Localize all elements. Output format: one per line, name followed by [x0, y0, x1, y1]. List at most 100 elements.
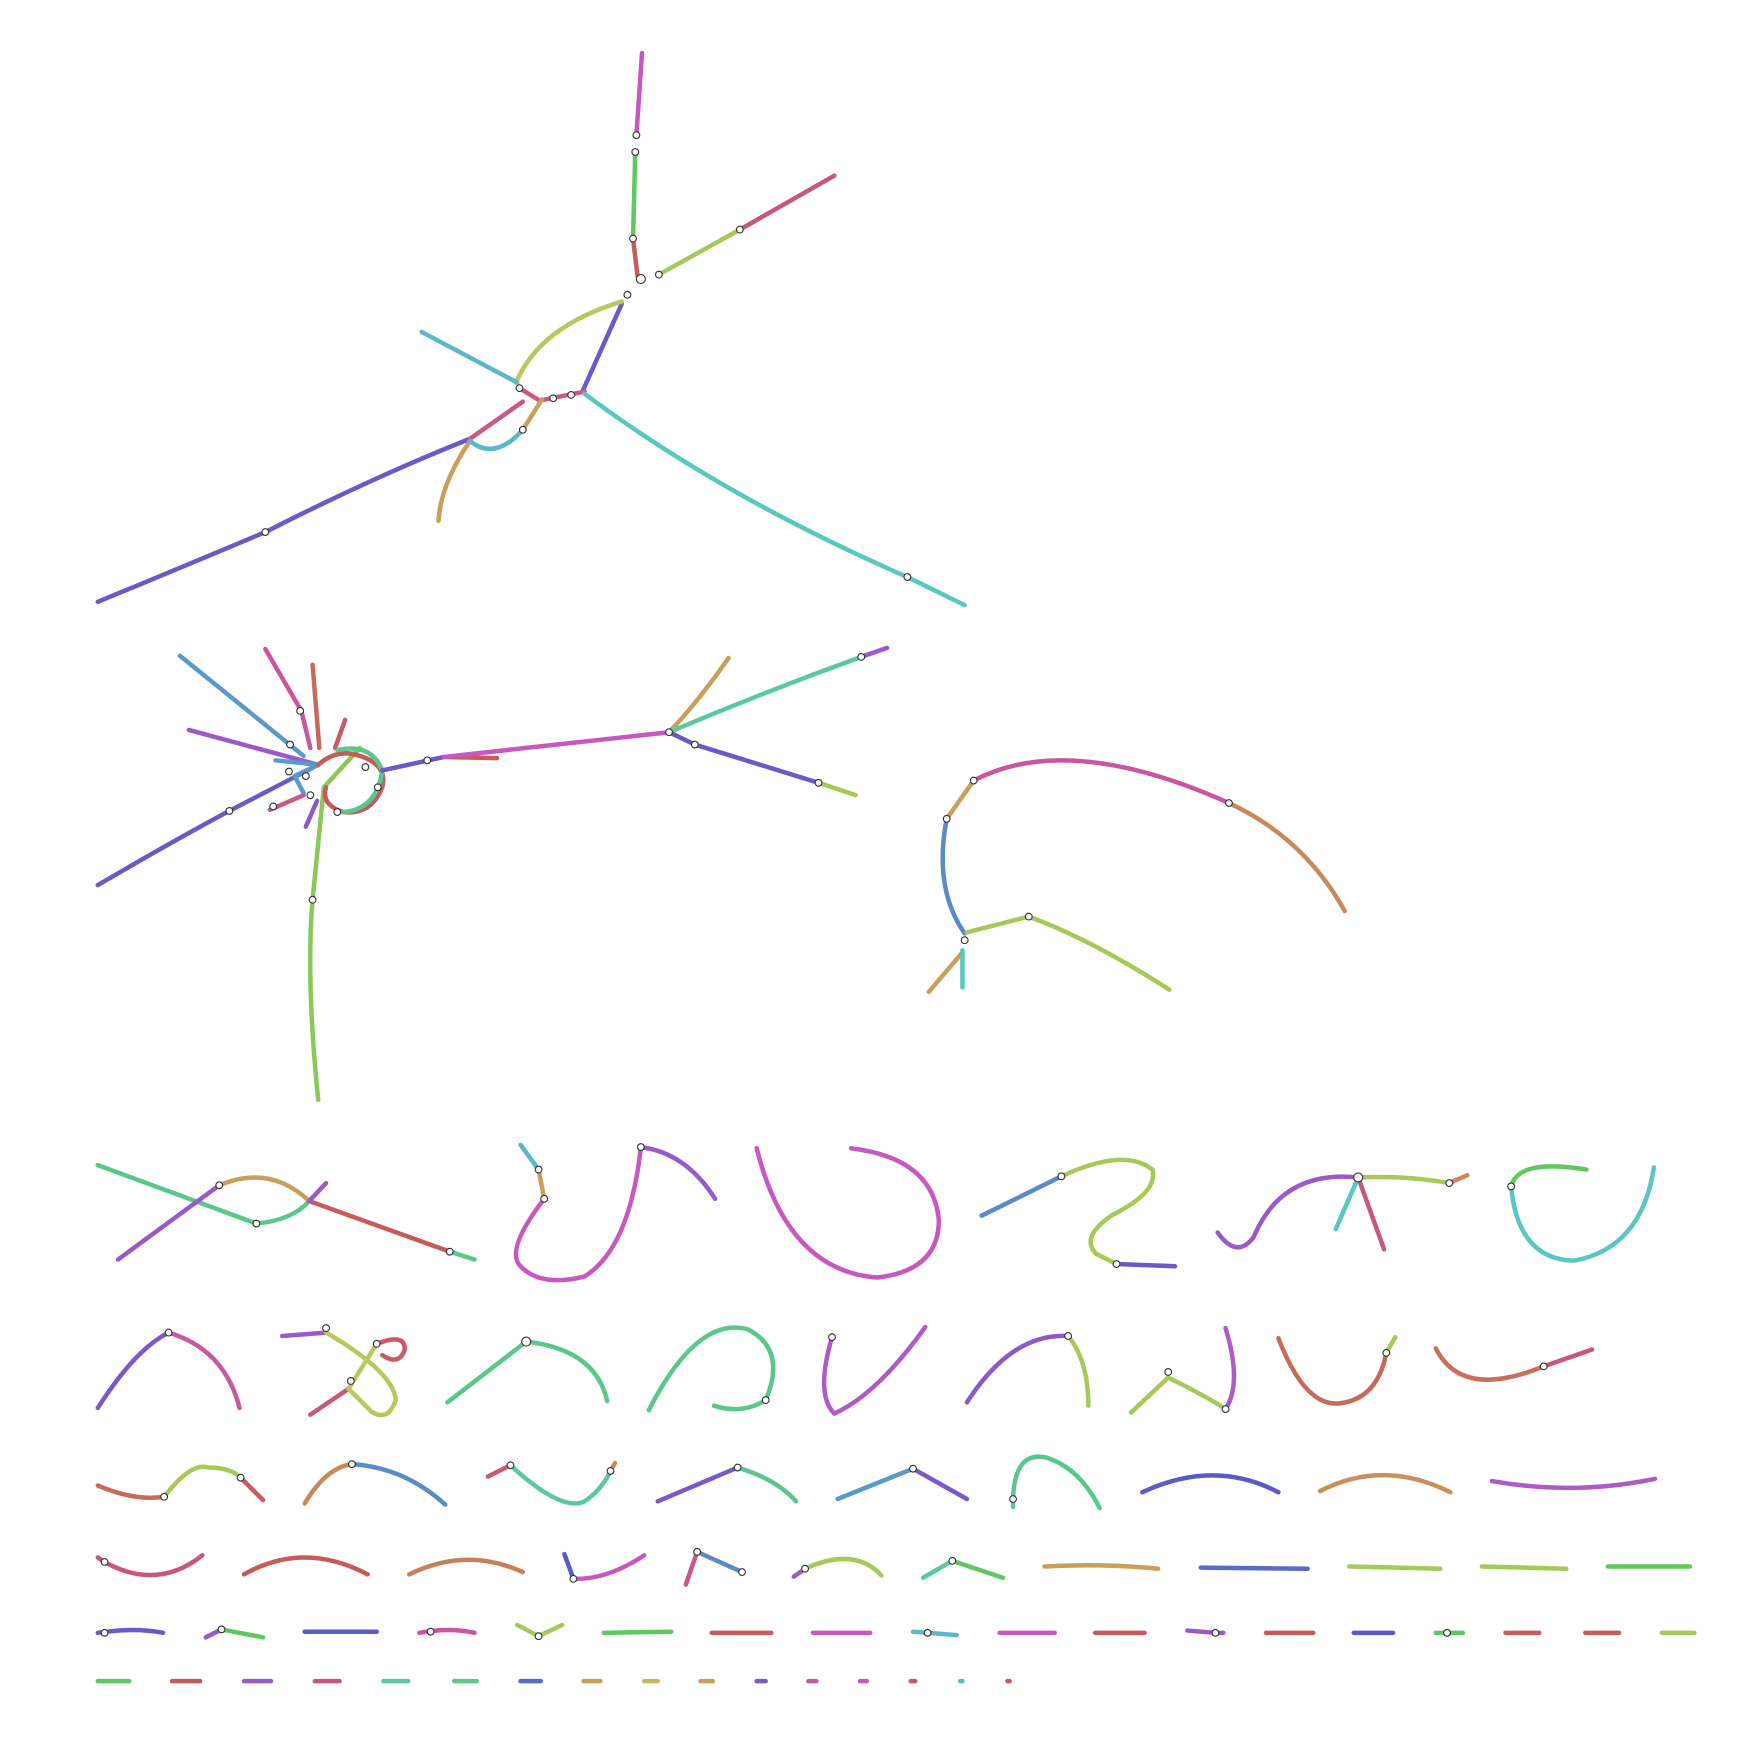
graph-edge	[1198, 1565, 1310, 1571]
graph-node	[606, 1466, 615, 1475]
graph-node	[1057, 1172, 1066, 1181]
graph-edge	[161, 1464, 243, 1500]
graph-node	[534, 1165, 543, 1174]
graph-edge	[436, 438, 473, 524]
graph-edge	[1479, 1564, 1569, 1571]
graph-node	[308, 895, 317, 904]
graph-edge	[219, 1627, 266, 1640]
graph-edge	[177, 653, 306, 759]
graph-node	[569, 1574, 578, 1583]
graph-edge	[1059, 1157, 1156, 1267]
graph-edge	[638, 1144, 718, 1202]
graph-node	[518, 425, 527, 434]
graph-edge	[562, 1551, 576, 1582]
graph-edge	[95, 1330, 171, 1411]
graph-edge	[971, 758, 1232, 806]
graph-node	[515, 384, 524, 393]
graph-node	[567, 390, 576, 399]
graph-edge	[419, 329, 520, 385]
graph-node	[693, 1547, 702, 1556]
graph-node	[923, 1628, 932, 1637]
graph-edge	[273, 758, 321, 796]
graph-edge	[1333, 1175, 1361, 1232]
graph-edge	[601, 1629, 674, 1636]
graph-edge	[380, 754, 447, 773]
graph-edge	[1317, 1472, 1453, 1495]
graph-edge	[1010, 1454, 1102, 1511]
graph-edge	[1489, 1476, 1658, 1491]
graph-edge	[485, 1463, 513, 1479]
graph-node	[301, 772, 310, 780]
graph-node	[1164, 1368, 1173, 1376]
graph-node	[1224, 799, 1233, 807]
graph-node	[733, 1463, 742, 1472]
graph-edge	[1215, 1174, 1361, 1250]
graph-edge	[666, 729, 821, 786]
graph-edge	[1541, 1347, 1595, 1369]
graph-edge	[95, 1552, 205, 1578]
graph-edge	[315, 751, 386, 815]
graph-node	[1382, 1348, 1391, 1357]
graph-node	[100, 1558, 109, 1566]
graph-edge	[630, 236, 640, 278]
graph-edge	[582, 391, 967, 608]
graph-node	[506, 1461, 515, 1470]
graph-edge	[166, 1330, 242, 1411]
graph-edge	[920, 1558, 955, 1580]
graph-node	[225, 806, 234, 815]
graph-edge	[910, 1466, 970, 1502]
graph-edge	[634, 50, 645, 138]
graph-node	[1024, 912, 1033, 921]
graph-node	[160, 1492, 169, 1501]
graph-edge	[279, 1330, 329, 1339]
graph-node	[286, 740, 295, 749]
graph-node	[828, 1333, 836, 1342]
graph-node	[333, 808, 342, 816]
graph-edge	[303, 798, 320, 829]
graph-node	[217, 1625, 226, 1634]
graph-edge	[683, 1549, 700, 1587]
graph-edge	[520, 397, 545, 433]
graph-node	[215, 1181, 224, 1190]
graph-edge	[447, 1249, 477, 1262]
graph-node	[534, 1632, 543, 1641]
graph-edge	[979, 1174, 1064, 1218]
graph-node	[1112, 1260, 1121, 1268]
graph-edge	[1508, 1165, 1657, 1263]
graph-edge	[95, 1162, 312, 1226]
graph-edge	[571, 1552, 647, 1582]
graph-edge	[417, 1627, 477, 1636]
edges	[95, 50, 1697, 1684]
graph-node	[654, 270, 663, 279]
graph-edge	[467, 399, 526, 441]
graph-edge	[508, 1463, 613, 1506]
graph-edge	[1355, 1175, 1387, 1252]
graph-edge	[821, 1324, 928, 1416]
graph-node	[346, 1377, 355, 1385]
graph-node	[761, 1396, 770, 1405]
graph-edge	[518, 1142, 541, 1172]
graph-edge	[1114, 1261, 1178, 1269]
graph-edge	[859, 645, 890, 660]
graph-edge	[630, 149, 638, 241]
graph-node	[322, 1324, 330, 1333]
graph-edge	[926, 951, 964, 995]
graph-node	[296, 706, 305, 715]
graph-node	[631, 148, 640, 156]
graph-edge	[349, 1461, 448, 1507]
graph-edge	[1140, 1473, 1281, 1495]
graph-node	[738, 1568, 747, 1577]
graph-edge	[308, 1386, 351, 1417]
graph-edge	[1226, 800, 1347, 914]
graph-node	[814, 778, 823, 787]
graph-edge	[655, 1465, 740, 1504]
graph-node	[632, 131, 641, 140]
graph-node	[100, 1628, 109, 1637]
graph-node	[909, 1464, 917, 1473]
graph-edge	[666, 654, 864, 735]
graph-edge	[646, 1325, 776, 1413]
graph-edge	[241, 1555, 370, 1577]
graph-edge	[310, 662, 322, 751]
